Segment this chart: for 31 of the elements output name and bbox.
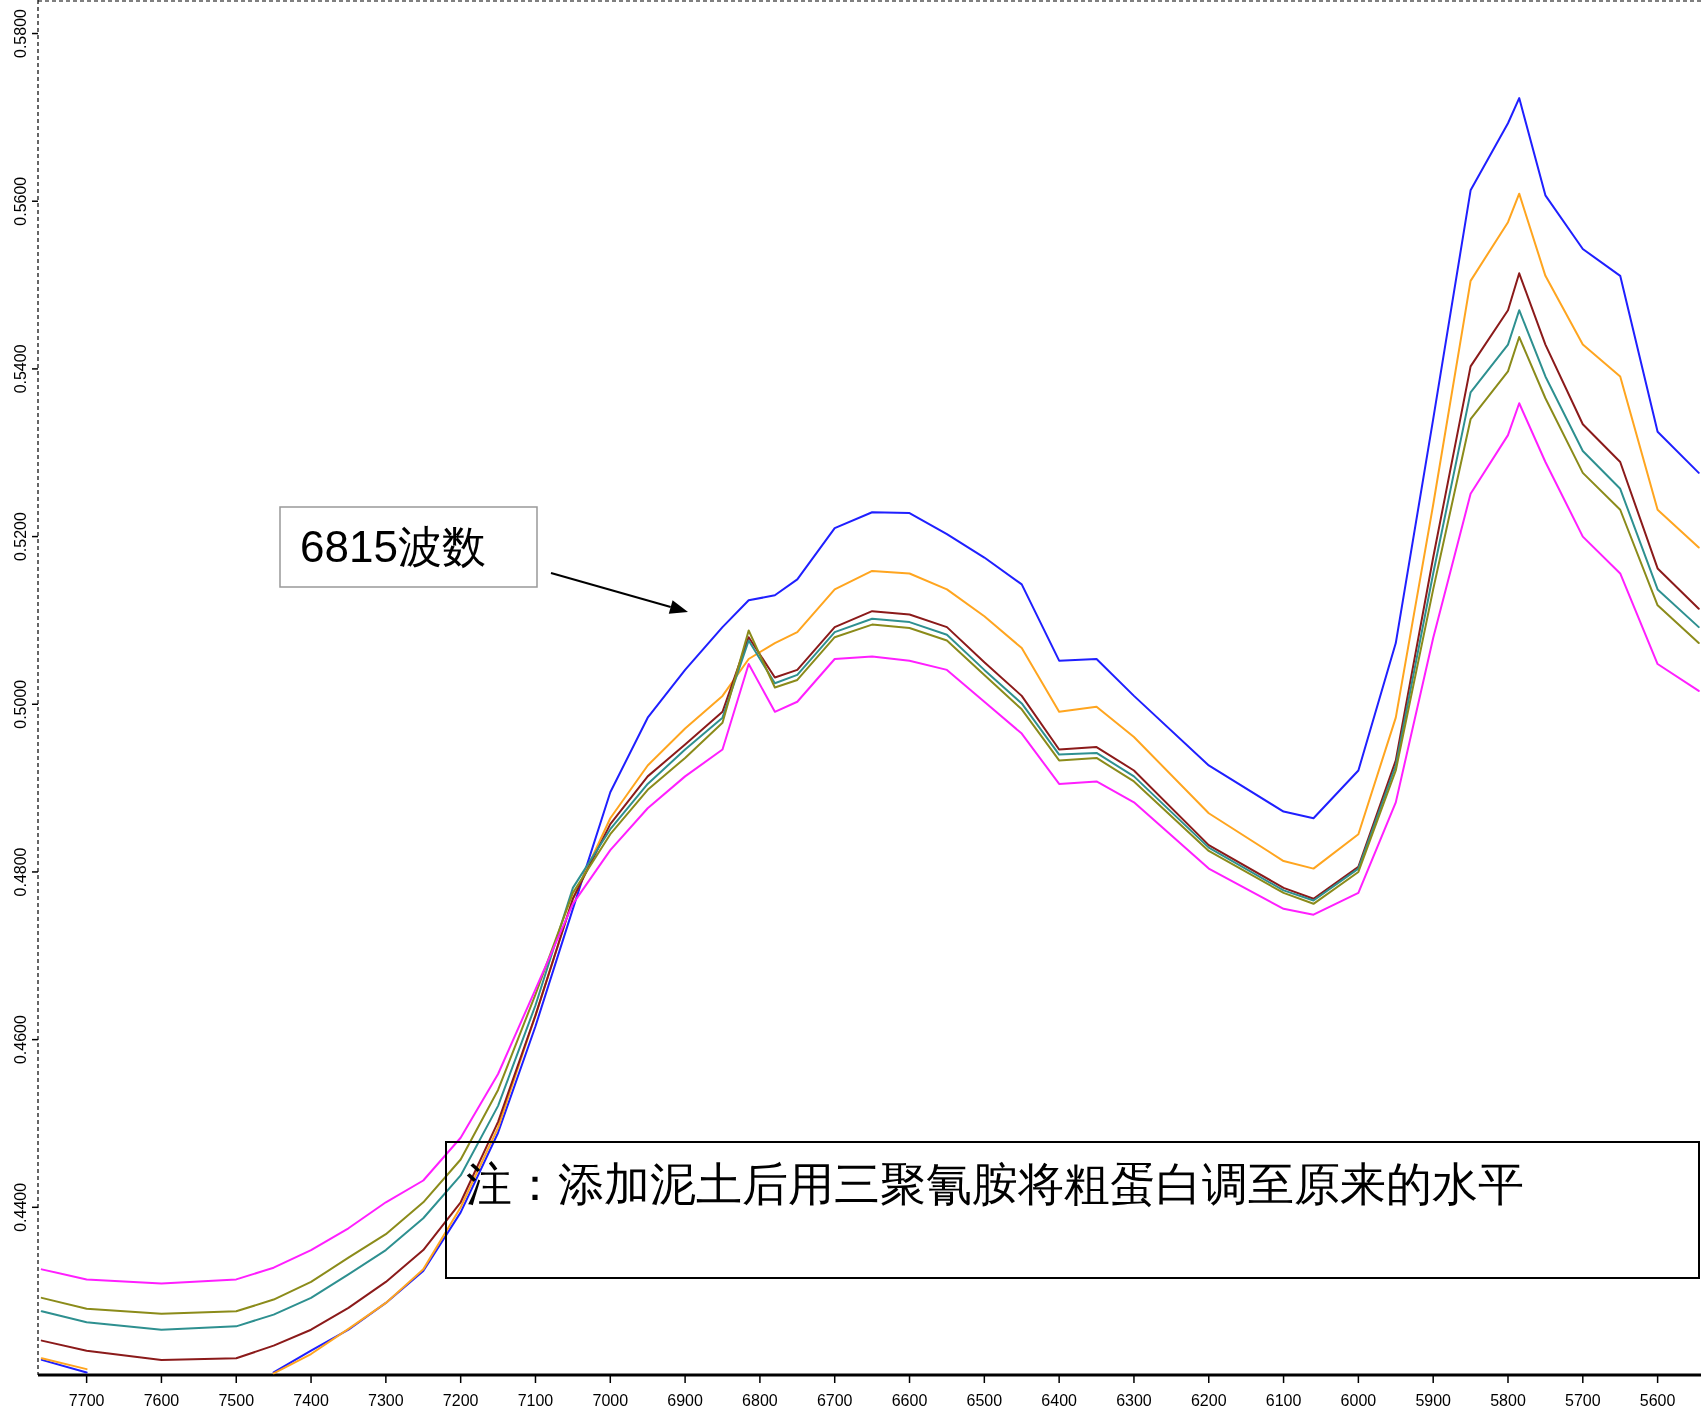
y-tick-label: 0.4600 [12,1015,29,1065]
x-tick-label: 6500 [966,1392,1003,1409]
x-tick-label: 5800 [1490,1392,1526,1409]
x-tick-label: 7200 [442,1392,479,1409]
x-tick-label: 7000 [592,1392,629,1409]
x-tick-label: 6000 [1340,1392,1377,1409]
x-tick-label: 5600 [1639,1392,1676,1409]
x-tick-label: 7600 [143,1392,180,1409]
x-tick-label: 7500 [218,1392,255,1409]
x-tick-label: 6900 [667,1392,703,1409]
x-tick-label: 7300 [368,1392,404,1409]
x-tick-label: 5700 [1565,1392,1601,1409]
y-tick-label: 0.5600 [12,176,29,226]
x-tick-label: 6400 [1041,1392,1078,1409]
x-tick-label: 6700 [816,1392,853,1409]
y-tick-label: 0.4800 [12,847,29,897]
x-tick-label: 5900 [1415,1392,1452,1409]
x-tick-label: 7400 [293,1392,329,1409]
x-tick-label: 6600 [891,1392,928,1409]
x-tick-label: 7100 [517,1392,554,1409]
y-tick-label: 0.5000 [12,679,29,729]
annotation: 6815波数 [300,522,486,571]
y-tick-label: 0.4400 [12,1182,29,1232]
x-tick-label: 7700 [68,1392,105,1409]
x-tick-label: 6100 [1265,1392,1302,1409]
y-tick-label: 0.5800 [12,8,29,59]
y-tick-label: 0.5200 [12,512,29,562]
x-tick-label: 6300 [1116,1392,1152,1409]
y-tick-label: 0.5400 [12,344,29,394]
x-tick-label: 6200 [1190,1392,1227,1409]
x-tick-label: 6800 [742,1392,778,1409]
